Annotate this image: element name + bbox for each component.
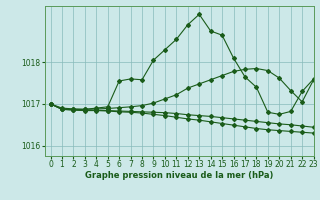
X-axis label: Graphe pression niveau de la mer (hPa): Graphe pression niveau de la mer (hPa) [85, 171, 273, 180]
